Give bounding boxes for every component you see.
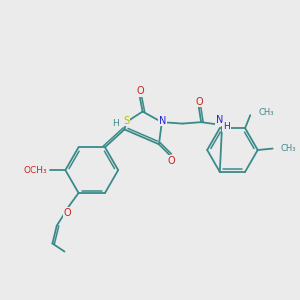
Text: H: H [112, 118, 119, 127]
Text: O: O [167, 156, 175, 166]
Text: CH₃: CH₃ [281, 144, 296, 153]
Text: N: N [159, 116, 166, 126]
Text: O: O [63, 208, 71, 218]
Text: N: N [216, 115, 223, 125]
Text: OCH₃: OCH₃ [24, 166, 48, 175]
Text: S: S [123, 116, 129, 126]
Text: CH₃: CH₃ [258, 108, 274, 117]
Text: O: O [136, 86, 144, 96]
Text: O: O [196, 97, 203, 107]
Text: H: H [223, 122, 230, 131]
